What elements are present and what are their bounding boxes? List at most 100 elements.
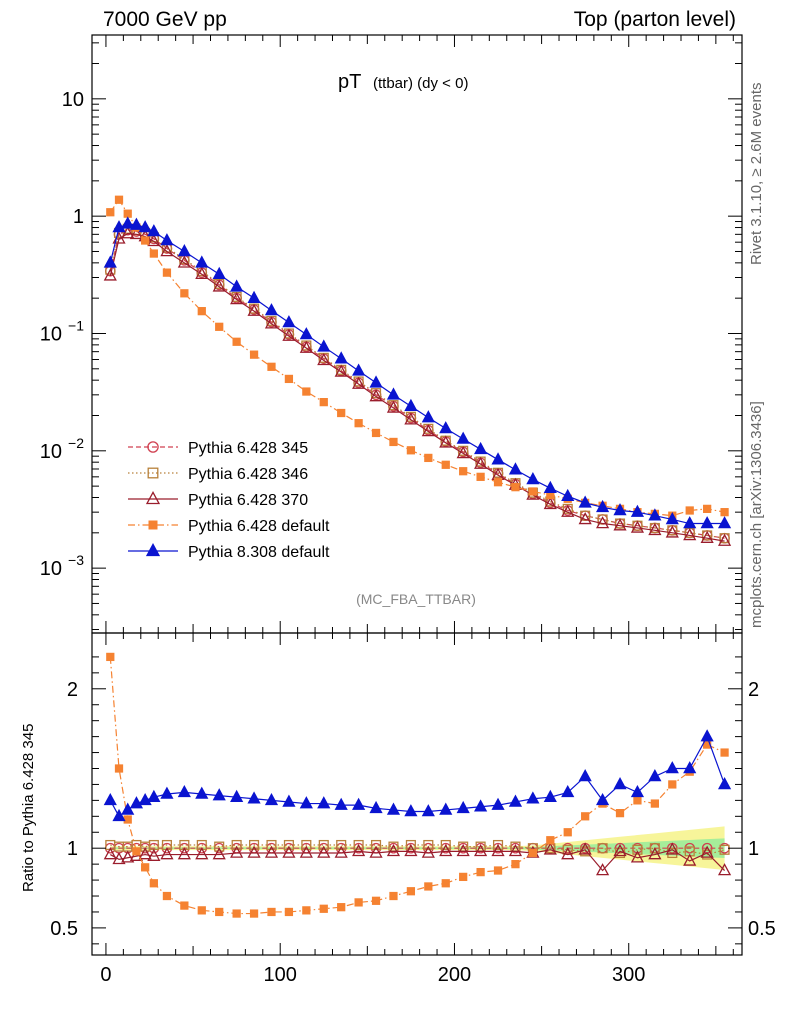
main-point-3-9 xyxy=(215,322,224,331)
ratio-point-3-29 xyxy=(563,828,572,837)
ratio-point-4-14 xyxy=(299,796,313,809)
ratio-point-3-25 xyxy=(493,866,503,875)
main-point-2-37 xyxy=(700,530,714,543)
main-point-3-38 xyxy=(720,508,729,517)
ratio-point-3-7 xyxy=(180,901,189,910)
main-point-4-37 xyxy=(700,516,714,529)
ratio-point-3-38 xyxy=(720,748,729,757)
main-y-tick-label-4: 10 xyxy=(62,89,84,111)
main-point-4-21 xyxy=(421,410,435,423)
ratio-point-3-27 xyxy=(528,848,538,858)
main-point-4-4 xyxy=(138,220,152,233)
ratio-point-4-1 xyxy=(112,808,126,822)
main-point-4-30 xyxy=(578,495,592,508)
main-point-3-16 xyxy=(337,408,346,418)
ratio-point-3-11 xyxy=(249,909,259,918)
ratio-point-4-9 xyxy=(212,788,226,801)
ratio-point-1-34 xyxy=(649,843,660,854)
ratio-point-2-14 xyxy=(299,845,313,858)
ratio-point-3-34 xyxy=(650,799,659,808)
legend-label-4: Pythia 8.308 default xyxy=(188,544,330,561)
main-point-1-29 xyxy=(562,503,573,514)
ratio-point-4-25 xyxy=(491,797,505,810)
ratio-point-2-6 xyxy=(160,847,174,860)
main-point-4-33 xyxy=(630,504,645,517)
ratio-point-4-18 xyxy=(369,800,383,814)
ratio-point-4-28 xyxy=(543,789,557,802)
main-point-3-15 xyxy=(319,397,328,407)
main-point-4-32 xyxy=(613,503,627,516)
ratio-y-tick-label-right-1: 1 xyxy=(748,838,759,860)
ratio-point-2-23 xyxy=(456,843,470,857)
main-series-line-0 xyxy=(109,229,725,539)
x-tick-label-1: 100 xyxy=(264,964,297,986)
ratio-panel-frame xyxy=(91,632,743,956)
ratio-point-3-14 xyxy=(302,906,311,915)
ratio-point-4-12 xyxy=(264,792,279,806)
ratio-point-3-10 xyxy=(232,909,241,918)
ratio-point-2-1 xyxy=(112,851,126,865)
ratio-point-3-21 xyxy=(424,882,433,891)
ratio-point-4-22 xyxy=(439,802,453,815)
main-point-3-11 xyxy=(249,350,259,359)
ratio-point-4-7 xyxy=(177,784,191,798)
ratio-point-3-6 xyxy=(162,891,172,901)
main-point-4-1 xyxy=(112,220,126,233)
ratio-point-4-15 xyxy=(317,796,331,809)
main-point-4-5 xyxy=(147,224,161,237)
ratio-point-3-0 xyxy=(106,652,115,662)
legend-marker-2 xyxy=(145,491,161,505)
x-tick-label-3: 300 xyxy=(612,964,645,986)
ratio-point-3-13 xyxy=(284,907,294,917)
ratio-point-3-19 xyxy=(389,891,398,901)
main-point-3-22 xyxy=(441,460,450,469)
ratio-point-4-30 xyxy=(578,769,592,782)
main-point-3-14 xyxy=(302,387,311,396)
main-point-2-21 xyxy=(421,424,435,437)
main-point-2-17 xyxy=(352,376,366,389)
ratio-point-4-35 xyxy=(665,761,679,774)
ratio-series-4 xyxy=(103,729,732,822)
main-point-4-31 xyxy=(595,499,610,513)
ratio-point-3-24 xyxy=(476,867,485,877)
ratio-point-3-12 xyxy=(267,907,276,917)
mcplots-credit-label: mcplots.cern.ch [arXiv:1306.3436] xyxy=(748,401,765,628)
main-point-3-25 xyxy=(493,478,503,487)
ratio-point-3-3 xyxy=(132,847,141,856)
main-point-3-12 xyxy=(267,362,276,371)
main-point-2-6 xyxy=(160,244,174,257)
ratio-y-tick-label-right-2: 2 xyxy=(748,679,759,701)
ratio-point-2-30 xyxy=(578,842,592,855)
main-point-4-35 xyxy=(665,512,679,525)
ratio-point-1-14 xyxy=(301,839,312,851)
ratio-point-2-17 xyxy=(352,843,366,857)
main-point-4-8 xyxy=(195,255,209,268)
ratio-point-2-19 xyxy=(386,843,401,857)
ratio-point-4-5 xyxy=(147,789,161,802)
ratio-y-tick-label-1: 1 xyxy=(67,838,78,860)
main-point-3-36 xyxy=(685,506,694,515)
ratio-point-2-12 xyxy=(264,845,279,858)
main-point-3-18 xyxy=(371,428,381,438)
ratio-y-tick-label-2: 2 xyxy=(67,679,78,701)
main-point-4-28 xyxy=(543,480,557,493)
x-tick-label-0: 0 xyxy=(100,964,111,986)
header-observable-label: Top (parton level) xyxy=(573,8,736,31)
main-point-4-27 xyxy=(526,472,540,485)
ratio-point-2-7 xyxy=(177,847,191,860)
analysis-label: (MC_FBA_TTBAR) xyxy=(356,591,476,607)
ratio-point-1-13 xyxy=(283,839,294,851)
main-point-2-18 xyxy=(369,389,383,402)
main-point-3-4 xyxy=(141,236,150,245)
ratio-point-4-23 xyxy=(456,800,470,814)
main-point-3-27 xyxy=(528,487,538,496)
main-point-2-36 xyxy=(683,528,697,541)
main-point-4-26 xyxy=(508,462,523,475)
main-point-4-29 xyxy=(561,488,575,502)
ratio-point-3-15 xyxy=(319,904,328,913)
main-point-2-24 xyxy=(474,456,488,469)
ratio-point-1-22 xyxy=(440,839,451,851)
main-point-2-7 xyxy=(177,255,191,268)
ratio-point-3-33 xyxy=(633,796,642,805)
